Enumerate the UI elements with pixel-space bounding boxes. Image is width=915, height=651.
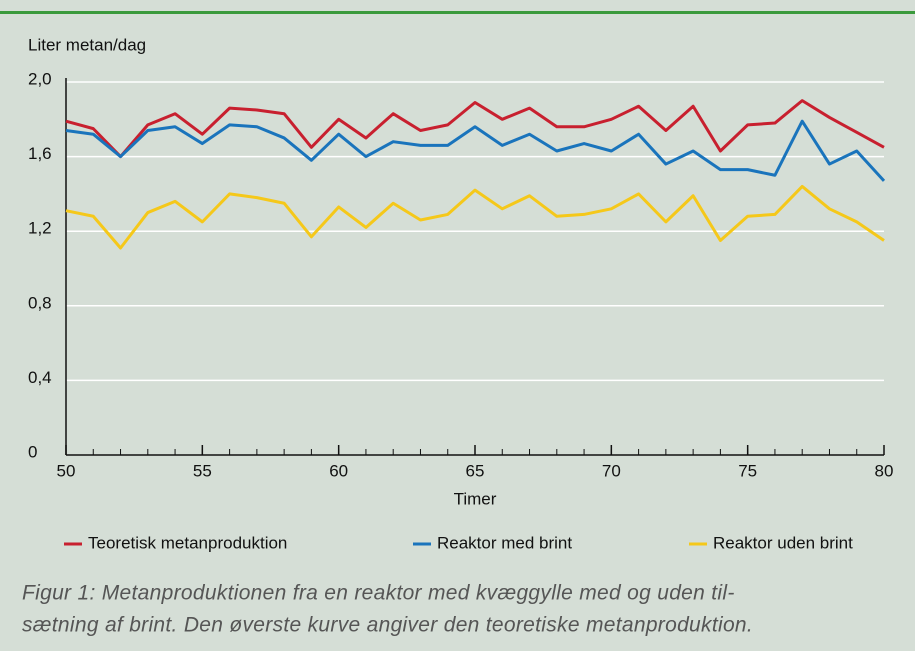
line-series	[65, 99, 885, 159]
y-tick-label: 0,4	[28, 368, 52, 387]
x-axis-label: Timer	[454, 489, 497, 508]
caption: sætning af brint. Den øverste kurve angi…	[22, 614, 753, 637]
x-tick-label: 70	[602, 461, 621, 480]
line-series	[65, 119, 886, 182]
top-rule	[0, 11, 915, 14]
x-tick-label: 65	[466, 461, 485, 480]
x-tick-label: 80	[875, 461, 894, 480]
y-tick-label: 0,8	[28, 293, 52, 312]
y-tick-label: 2,0	[28, 69, 52, 88]
y-axis-label: Liter metan/dag	[28, 35, 146, 54]
y-tick-label: 0	[28, 442, 37, 461]
y-tick-label: 1,6	[28, 144, 52, 163]
x-tick-label: 50	[57, 461, 76, 480]
legend-label: Teoretisk metanproduktion	[88, 533, 287, 552]
legend-label: Reaktor uden brint	[713, 533, 853, 552]
x-tick-label: 60	[329, 461, 348, 480]
legend-label: Reaktor med brint	[437, 533, 572, 552]
x-tick-label: 55	[193, 461, 212, 480]
y-tick-label: 1,2	[28, 219, 52, 238]
caption: Figur 1: Metanproduktionen fra en reakto…	[22, 582, 735, 605]
x-tick-label: 75	[738, 461, 757, 480]
line-series	[65, 184, 885, 250]
